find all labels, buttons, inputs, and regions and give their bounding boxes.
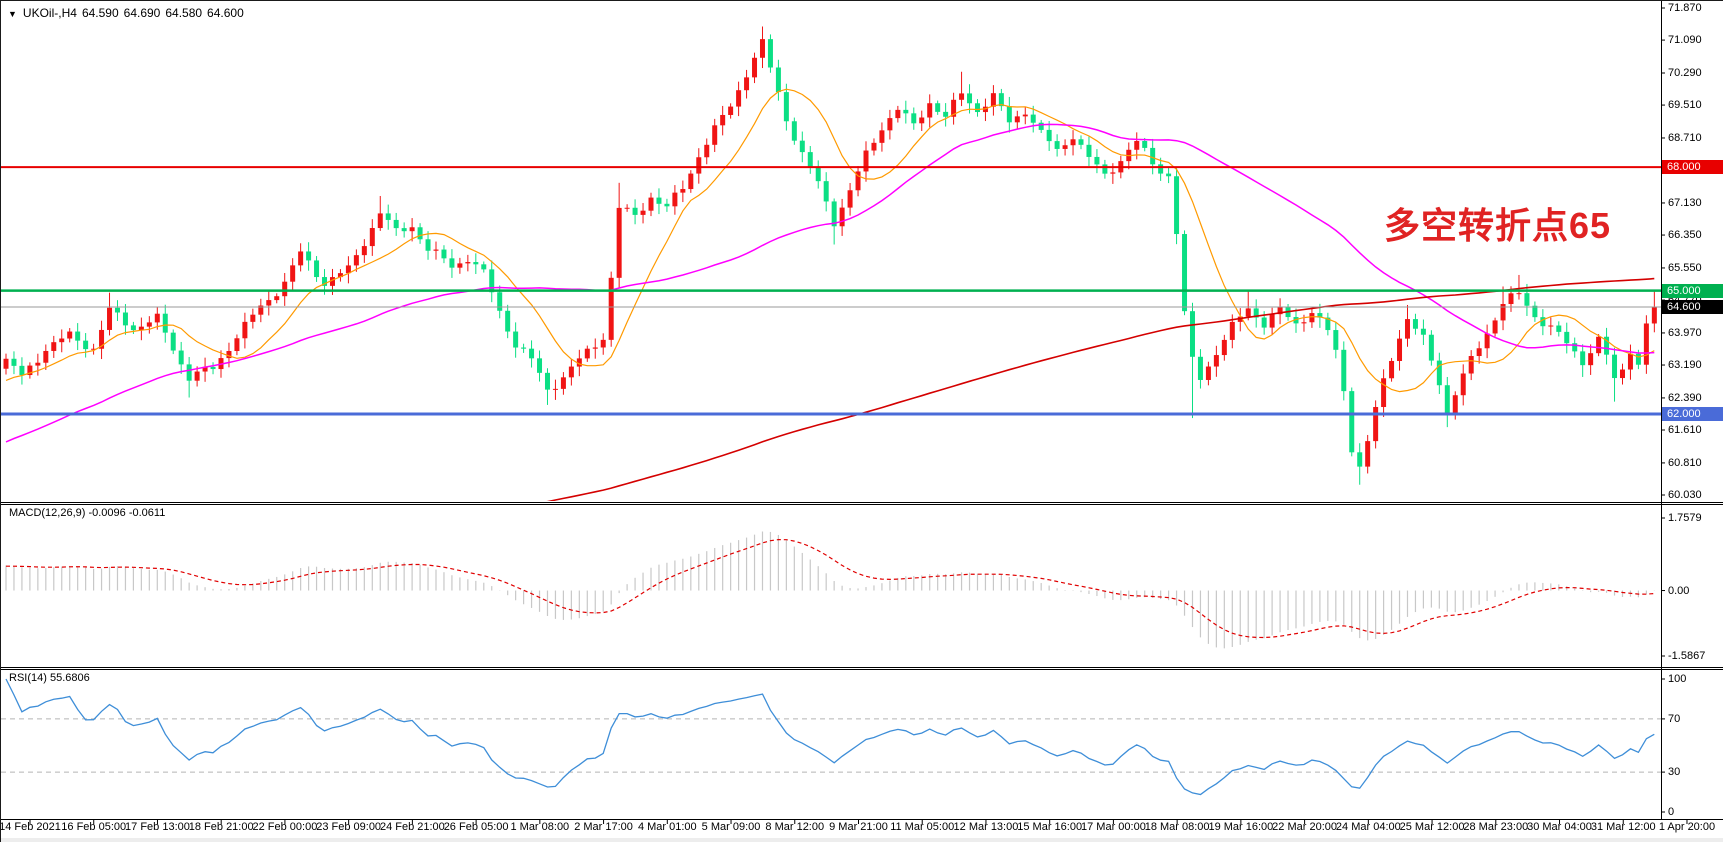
- macd-axis-label: 0.00: [1668, 584, 1690, 597]
- rsi-line: [5, 678, 1655, 796]
- time-axis-label: 1 Mar 08:00: [510, 821, 570, 833]
- time-axis-label: 12 Mar 13:00: [953, 821, 1019, 833]
- time-axis-label: 9 Mar 21:00: [829, 821, 888, 833]
- window-bottom-strip: [1, 838, 1723, 842]
- time-axis-label: 23 Feb 09:00: [316, 821, 382, 833]
- price-axis-label: 62.390: [1668, 391, 1702, 404]
- rsi-axis-label: 70: [1668, 712, 1681, 725]
- time-axis-label: 28 Mar 23:00: [1463, 821, 1529, 833]
- time-axis-label: 18 Feb 21:00: [188, 821, 254, 833]
- chart-header: ▼ UKOil-,H4 64.590 64.690 64.580 64.600: [8, 6, 249, 20]
- time-axis-label: 26 Feb 05:00: [443, 821, 509, 833]
- price-axis-label: 60.030: [1668, 489, 1702, 501]
- time-axis-label: 31 Mar 12:00: [1590, 821, 1656, 833]
- candles: [3, 26, 1657, 485]
- collapse-ohlc-icon[interactable]: ▼: [8, 9, 17, 19]
- price-axis-label: 66.350: [1668, 229, 1702, 242]
- price-axis-label: 67.130: [1668, 196, 1702, 209]
- ohlc-open: 64.590: [81, 6, 119, 20]
- price-axis-label: 60.810: [1668, 456, 1702, 469]
- time-axis-label: 4 Mar 01:00: [637, 821, 697, 833]
- ma-line-230: [546, 277, 1655, 501]
- horizontal-lines[interactable]: [1, 166, 1661, 416]
- price-axis-label: 71.870: [1668, 2, 1702, 14]
- price-axis-label: 71.090: [1668, 34, 1702, 47]
- ohlc-low: 64.580: [165, 6, 203, 20]
- time-axis-label: 11 Mar 05:00: [890, 821, 955, 833]
- time-axis-label: 19 Mar 16:00: [1208, 821, 1274, 833]
- time-axis-label: 30 Mar 04:00: [1527, 821, 1592, 833]
- ohlc-high: 64.690: [123, 6, 161, 20]
- time-axis-label: 14 Feb 2021: [0, 821, 61, 833]
- ma-line-10: [5, 88, 1655, 393]
- time-axis-label: 16 Feb 05:00: [61, 821, 127, 833]
- macd-signal-line: [6, 538, 1655, 639]
- time-axis-label: 8 Mar 12:00: [765, 821, 825, 833]
- macd-axis-label: -1.5867: [1668, 650, 1706, 662]
- time-axis-label: 15 Mar 16:00: [1017, 821, 1083, 833]
- symbol-timeframe-label: UKOil-,H4: [22, 6, 77, 20]
- time-axis-label: 18 Mar 08:00: [1144, 821, 1210, 833]
- ohlc-close: 64.600: [207, 6, 244, 20]
- rsi-indicator-label: RSI(14) 55.6806: [9, 672, 90, 684]
- ma-line-44: [5, 123, 1655, 443]
- price-axis-label: 63.190: [1668, 359, 1702, 372]
- moving-averages: [5, 88, 1655, 501]
- price-axis-label: 61.610: [1668, 424, 1702, 436]
- time-axis-label: 17 Mar 00:00: [1080, 821, 1146, 833]
- annotation-text[interactable]: 多空转折点65: [1384, 205, 1612, 246]
- time-axis-label: 22 Feb 00:00: [252, 821, 318, 833]
- time-axis-label: 5 Mar 09:00: [701, 821, 761, 833]
- time-axis-label: 24 Mar 04:00: [1335, 821, 1401, 833]
- price-axis-label: 69.510: [1668, 99, 1702, 112]
- rsi-axis-label: 30: [1668, 766, 1681, 779]
- time-axis-label: 17 Feb 13:00: [125, 821, 190, 833]
- price-tag-68.000[interactable]: 68.000: [1662, 160, 1723, 175]
- price-tag-64.600[interactable]: 64.600: [1662, 300, 1723, 315]
- time-axis-label: 25 Mar 12:00: [1399, 821, 1465, 833]
- macd-histogram: [5, 531, 1655, 649]
- rsi-axis-label: 0: [1668, 806, 1675, 818]
- price-tag-65.000[interactable]: 65.000: [1662, 283, 1723, 298]
- price-axis-label: 63.970: [1668, 326, 1702, 339]
- time-axis-label: 22 Mar 20:00: [1272, 821, 1338, 833]
- time-axis-label: 1 Apr 20:00: [1658, 821, 1716, 833]
- rsi-axis-label: 100: [1668, 673, 1687, 685]
- price-tag-62.000[interactable]: 62.000: [1662, 406, 1723, 421]
- price-axis-label: 68.710: [1668, 131, 1702, 144]
- rsi-panel-lines: [1, 678, 1661, 796]
- macd-axis-label: 1.7579: [1668, 512, 1702, 524]
- time-axis-label: 24 Feb 21:00: [379, 821, 445, 833]
- panel-borders: [1, 1, 1723, 820]
- axis-ticks: [29, 7, 1688, 824]
- time-axis-label: 2 Mar 17:00: [574, 821, 633, 833]
- price-axis-label: 70.290: [1668, 66, 1702, 79]
- macd-indicator-label: MACD(12,26,9) -0.0096 -0.0611: [9, 507, 166, 519]
- price-axis-label: 65.550: [1668, 261, 1702, 274]
